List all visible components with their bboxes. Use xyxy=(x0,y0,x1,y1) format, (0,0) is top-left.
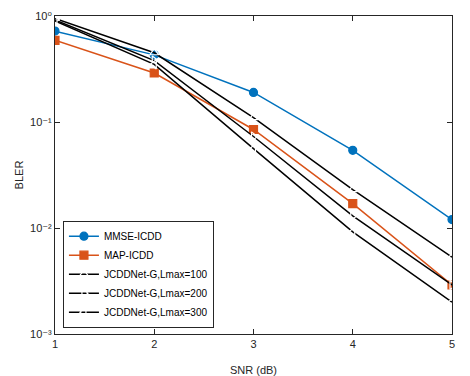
svg-text:5: 5 xyxy=(449,338,455,350)
svg-text:1: 1 xyxy=(52,338,58,350)
svg-text:JCDDNet-G,Lmax=200: JCDDNet-G,Lmax=200 xyxy=(104,288,208,299)
svg-text:BLER: BLER xyxy=(13,161,25,190)
svg-text:SNR (dB): SNR (dB) xyxy=(230,364,277,376)
svg-text:JCDDNet-G,Lmax=300: JCDDNet-G,Lmax=300 xyxy=(104,307,208,318)
svg-text:10⁻²: 10⁻² xyxy=(30,222,52,234)
svg-text:MMSE-ICDD: MMSE-ICDD xyxy=(104,231,162,242)
svg-text:10⁻¹: 10⁻¹ xyxy=(30,116,52,128)
svg-text:JCDDNet-G,Lmax=100: JCDDNet-G,Lmax=100 xyxy=(104,269,208,280)
svg-text:10⁻³: 10⁻³ xyxy=(30,328,52,340)
svg-text:10⁰: 10⁰ xyxy=(35,10,52,22)
svg-text:3: 3 xyxy=(250,338,256,350)
svg-text:MAP-ICDD: MAP-ICDD xyxy=(104,250,153,261)
svg-text:4: 4 xyxy=(350,338,356,350)
svg-text:2: 2 xyxy=(151,338,157,350)
